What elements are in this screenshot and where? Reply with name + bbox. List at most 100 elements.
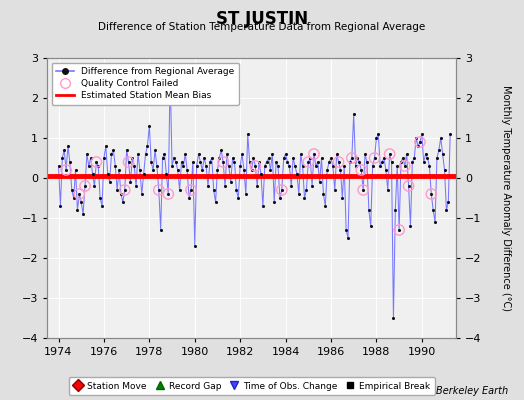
Point: [215, 155, 224, 161]
Point: [359, 187, 367, 193]
Point: [84, 163, 93, 169]
Point: [198, 167, 206, 173]
Point: [278, 187, 286, 193]
Point: [226, 179, 235, 185]
Point: [158, 155, 167, 161]
Point: [170, 155, 178, 161]
Point: [204, 183, 212, 189]
Point: [208, 155, 216, 161]
Point: [297, 151, 305, 157]
Point: [406, 223, 414, 229]
Point: [395, 227, 403, 233]
Point: [344, 235, 352, 241]
Point: [160, 151, 169, 157]
Point: [365, 207, 373, 213]
Point: [173, 167, 182, 173]
Point: [70, 195, 78, 201]
Point: [151, 147, 159, 153]
Point: [391, 207, 399, 213]
Point: [289, 155, 297, 161]
Point: [223, 151, 231, 157]
Point: [157, 227, 165, 233]
Point: [145, 123, 154, 129]
Point: [123, 147, 131, 153]
Point: [327, 155, 335, 161]
Point: [276, 195, 284, 201]
Point: [357, 167, 365, 173]
Point: [166, 71, 174, 77]
Point: [372, 135, 380, 141]
Point: [83, 151, 91, 157]
Point: [238, 151, 246, 157]
Point: [60, 147, 69, 153]
Point: [353, 155, 362, 161]
Point: [136, 167, 144, 173]
Point: [86, 155, 95, 161]
Point: [272, 159, 280, 165]
Point: [321, 203, 330, 209]
Point: [155, 187, 163, 193]
Point: [410, 155, 419, 161]
Point: [444, 199, 453, 205]
Point: [102, 143, 110, 149]
Point: [104, 171, 112, 177]
Point: [138, 191, 146, 197]
Point: [56, 203, 64, 209]
Point: [283, 159, 292, 165]
Point: [149, 167, 157, 173]
Point: [124, 159, 133, 165]
Point: [75, 191, 83, 197]
Point: [79, 211, 88, 217]
Point: [128, 155, 137, 161]
Point: [263, 159, 271, 165]
Point: [374, 131, 383, 137]
Point: [81, 183, 89, 189]
Point: [350, 111, 358, 117]
Point: [168, 163, 176, 169]
Point: [115, 167, 123, 173]
Point: [431, 219, 439, 225]
Point: [194, 151, 203, 157]
Point: [427, 191, 435, 197]
Point: [299, 163, 307, 169]
Point: [81, 183, 89, 189]
Point: [121, 187, 129, 193]
Point: [318, 155, 326, 161]
Point: [342, 227, 351, 233]
Point: [338, 195, 346, 201]
Point: [334, 159, 343, 165]
Point: [381, 167, 390, 173]
Point: [132, 183, 140, 189]
Point: [113, 187, 122, 193]
Point: [439, 151, 447, 157]
Point: [221, 183, 229, 189]
Point: [312, 163, 320, 169]
Point: [440, 167, 449, 173]
Point: [357, 167, 365, 173]
Point: [242, 191, 250, 197]
Point: [187, 187, 195, 193]
Point: [89, 171, 97, 177]
Point: [397, 159, 405, 165]
Point: [54, 163, 63, 169]
Point: [389, 315, 398, 321]
Point: [177, 159, 185, 165]
Point: [130, 163, 138, 169]
Point: [268, 151, 277, 157]
Point: [200, 155, 209, 161]
Point: [117, 191, 125, 197]
Point: [370, 155, 379, 161]
Point: [105, 179, 114, 185]
Point: [352, 163, 360, 169]
Point: [405, 183, 413, 189]
Point: [75, 191, 83, 197]
Point: [393, 163, 401, 169]
Point: [164, 191, 172, 197]
Point: [73, 207, 82, 213]
Point: [331, 187, 339, 193]
Point: [347, 155, 356, 161]
Point: [425, 163, 433, 169]
Point: [111, 163, 119, 169]
Point: [287, 183, 296, 189]
Point: [367, 223, 375, 229]
